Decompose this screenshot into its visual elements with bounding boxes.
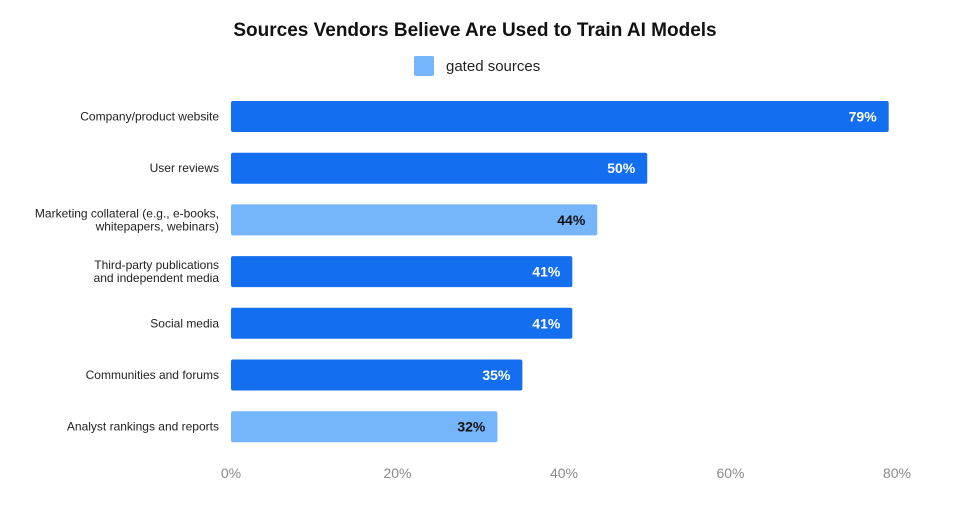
category-label-5: Communities and forums <box>86 368 219 382</box>
category-label-line: Third-party publications <box>94 258 219 272</box>
legend-swatch-gated <box>414 56 434 76</box>
category-label-4: Social media <box>150 316 219 330</box>
value-label-2: 44% <box>557 212 586 228</box>
x-tick-label-1: 20% <box>383 465 411 481</box>
value-label-6: 32% <box>457 419 486 435</box>
category-label-0: Company/product website <box>80 110 219 124</box>
category-label-line: and independent media <box>94 271 220 285</box>
bar-5 <box>231 359 523 391</box>
category-label-line: Company/product website <box>80 110 219 124</box>
legend: gated sources <box>414 56 540 76</box>
category-label-line: whitepapers, webinars) <box>95 219 219 233</box>
x-tick-label-0: 0% <box>221 465 241 481</box>
category-label-line: Communities and forums <box>86 368 219 382</box>
category-label-line: Marketing collateral (e.g., e-books, <box>35 206 219 220</box>
value-label-5: 35% <box>482 367 511 383</box>
value-label-1: 50% <box>607 160 636 176</box>
bar-1 <box>231 152 648 184</box>
value-label-3: 41% <box>532 264 561 280</box>
category-label-3: Third-party publications and independent … <box>94 258 220 285</box>
x-tick-label-3: 60% <box>716 465 744 481</box>
bar-3 <box>231 256 573 288</box>
category-label-1: User reviews <box>150 161 219 175</box>
category-label-line: Social media <box>150 316 219 330</box>
x-tick-label-4: 80% <box>883 465 911 481</box>
bar-0 <box>231 101 889 132</box>
bar-2 <box>231 204 598 236</box>
x-tick-label-2: 40% <box>550 465 578 481</box>
chart-title: Sources Vendors Believe Are Used to Trai… <box>233 20 717 41</box>
value-label-0: 79% <box>849 109 878 125</box>
category-label-line: User reviews <box>150 161 219 175</box>
category-label-2: Marketing collateral (e.g., e-books, whit… <box>35 206 219 233</box>
value-label-4: 41% <box>532 315 561 331</box>
bar-6 <box>231 411 498 443</box>
category-label-6: Analyst rankings and reports <box>67 420 219 434</box>
category-label-line: Analyst rankings and reports <box>67 420 219 434</box>
legend-label-gated: gated sources <box>446 57 541 75</box>
bar-4 <box>231 307 573 339</box>
